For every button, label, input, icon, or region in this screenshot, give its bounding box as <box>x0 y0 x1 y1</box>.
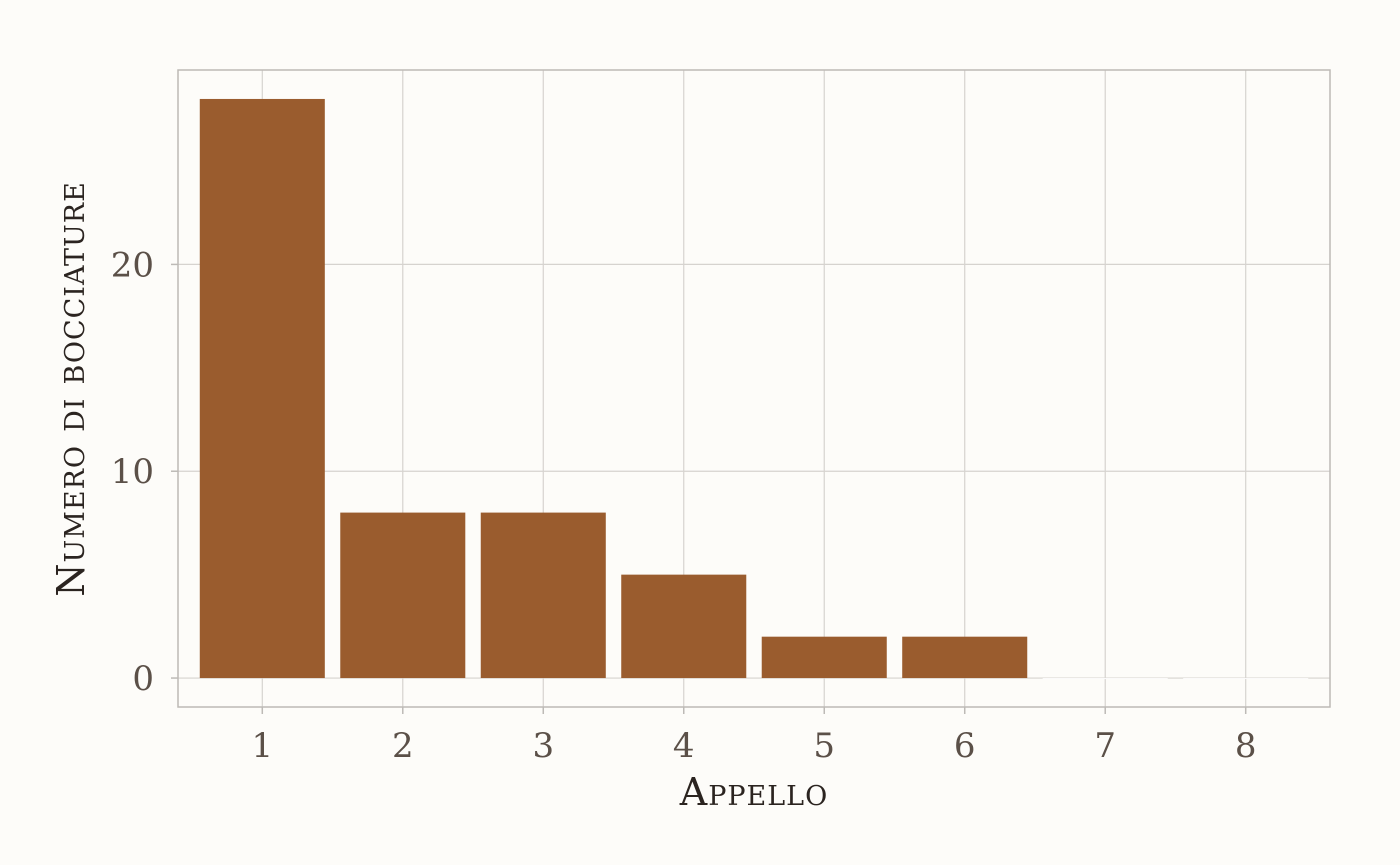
x-tick-label: 4 <box>673 726 695 766</box>
x-tick-label: 3 <box>532 726 554 766</box>
y-tick-label: 0 <box>132 659 154 699</box>
y-axis-title: Numero di bocciature <box>49 181 93 597</box>
bar-appello-5 <box>761 636 887 679</box>
x-tick-label: 8 <box>1235 726 1257 766</box>
plot-panel-border <box>177 69 1331 708</box>
bar-appello-4 <box>621 574 747 679</box>
x-tick-label: 1 <box>251 726 273 766</box>
x-tick-label: 5 <box>813 726 835 766</box>
x-tick-labels: 1 2 3 4 5 6 7 8 <box>251 707 1257 766</box>
x-tick-label: 6 <box>954 726 976 766</box>
y-tick-label: 10 <box>111 452 154 492</box>
bars-layer <box>199 98 1309 680</box>
x-tick-label: 2 <box>392 726 414 766</box>
x-axis-title: Appello <box>679 770 828 814</box>
bar-appello-8 <box>1183 678 1309 680</box>
bar-appello-3 <box>480 512 606 679</box>
y-tick-label: 20 <box>111 245 154 285</box>
y-tick-labels: 0 10 20 <box>111 245 178 699</box>
bar-appello-2 <box>340 512 466 679</box>
bar-appello-7 <box>1042 678 1168 680</box>
bar-appello-1 <box>199 98 325 679</box>
bar-appello-6 <box>902 636 1028 679</box>
x-tick-label: 7 <box>1094 726 1116 766</box>
